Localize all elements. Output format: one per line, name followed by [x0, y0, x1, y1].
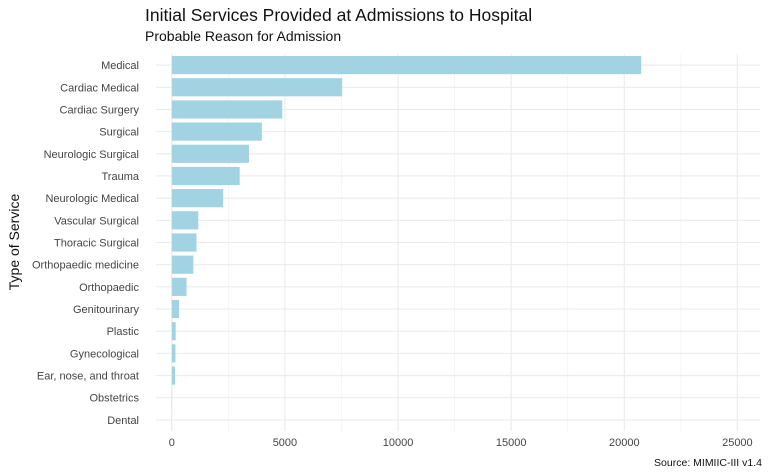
y-tick-label: Plastic: [107, 326, 140, 338]
chart-subtitle: Probable Reason for Admission: [145, 28, 341, 44]
chart-caption: Source: MIMIIC-III v1.4: [654, 457, 762, 469]
bar: [171, 122, 262, 141]
x-tick-label: 5000: [273, 437, 297, 449]
y-tick-label: Dental: [107, 415, 139, 427]
bar: [171, 55, 642, 75]
y-tick-label: Trauma: [102, 171, 140, 183]
bars: [171, 55, 642, 430]
x-tick-label: 0: [169, 437, 175, 449]
bar: [171, 166, 240, 186]
y-tick-label: Obstetrics: [89, 393, 139, 405]
x-tick-label: 10000: [383, 437, 414, 449]
bar: [171, 78, 343, 97]
x-tick-labels: 0 5000 10000 15000 20000 25000: [169, 437, 753, 449]
y-tick-label: Orthopaedic: [79, 282, 139, 294]
y-tick-label: Thoracic Surgical: [54, 238, 139, 250]
bar: [171, 100, 283, 119]
y-tick-label: Surgical: [99, 127, 139, 139]
x-tick-label: 15000: [496, 437, 527, 449]
y-tick-label: Orthopaedic medicine: [32, 260, 139, 272]
bar: [171, 366, 176, 385]
y-tick-label: Genitourinary: [73, 304, 140, 316]
y-tick-label: Neurologic Surgical: [44, 149, 139, 161]
y-axis-label: Type of Service: [6, 194, 22, 291]
y-tick-label: Cardiac Surgery: [60, 104, 140, 116]
y-tick-label: Gynecological: [70, 348, 139, 360]
bar: [171, 233, 197, 252]
bar: [171, 299, 180, 319]
y-tick-label: Cardiac Medical: [60, 82, 139, 94]
bar: [171, 144, 249, 163]
y-tick-label: Medical: [101, 60, 139, 72]
bar: [171, 189, 224, 208]
y-tick-label: Ear, nose, and throat: [37, 371, 139, 383]
y-tick-labels: Medical Cardiac Medical Cardiac Surgery Sur…: [32, 60, 140, 427]
bar: [171, 277, 187, 296]
x-tick-label: 20000: [609, 437, 640, 449]
bar: [171, 211, 199, 230]
y-tick-label: Neurologic Medical: [45, 193, 139, 205]
y-tick-label: Vascular Surgical: [54, 215, 139, 227]
bar: [171, 322, 176, 341]
bar: [171, 344, 176, 363]
chart-title: Initial Services Provided at Admissions …: [145, 5, 532, 25]
x-tick-label: 25000: [722, 437, 753, 449]
bar: [171, 255, 194, 274]
